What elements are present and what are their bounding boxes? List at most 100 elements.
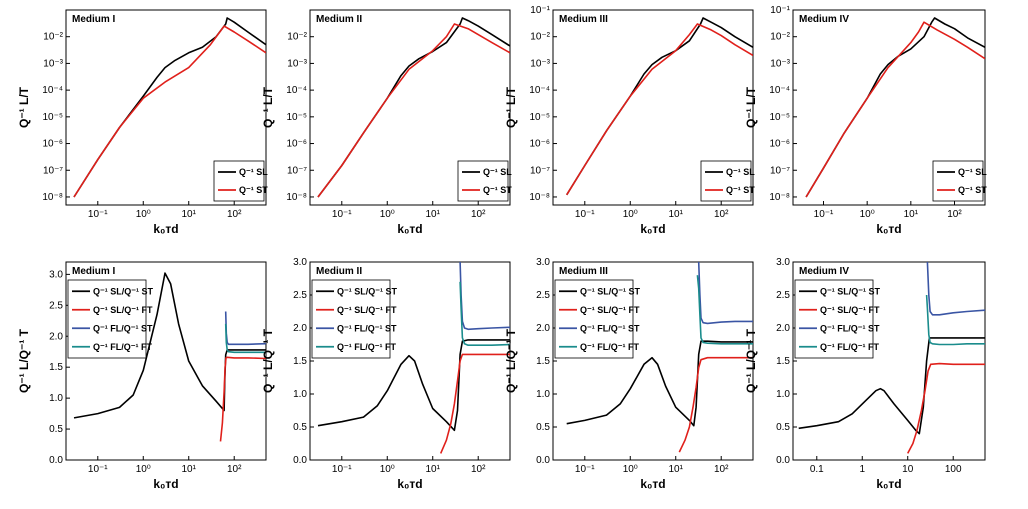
legend-label: Q⁻¹ FL/Q⁻¹ ST bbox=[93, 323, 153, 333]
legend-box bbox=[457, 160, 509, 202]
y-tick-label: 10⁻³ bbox=[43, 58, 63, 69]
x-tick-label: 10⁻¹ bbox=[575, 464, 595, 475]
legend-label: Q⁻¹ FL/Q⁻¹ FT bbox=[820, 342, 879, 352]
x-tick-label: 10¹ bbox=[426, 209, 441, 220]
y-axis-label: Q⁻¹ L/T bbox=[744, 86, 758, 128]
panel-3: 10⁻¹ 10⁰ 10¹ 10² 10⁻⁸ 10⁻⁷ 10⁻⁶ 10⁻⁵ 10⁻⁴ 10⁻³ 10⁻… bbox=[504, 5, 755, 236]
series-line bbox=[805, 21, 985, 198]
legend-box bbox=[213, 160, 265, 202]
legend-label: Q⁻¹ FL/Q⁻¹ FT bbox=[93, 342, 152, 352]
x-tick-label: 10 bbox=[902, 464, 914, 475]
x-tick-label: 10⁰ bbox=[860, 209, 875, 220]
y-tick-label: 2.0 bbox=[49, 331, 63, 342]
legend-label: Q⁻¹ FL/Q⁻¹ ST bbox=[337, 323, 397, 333]
x-tick-label: 10⁰ bbox=[623, 464, 638, 475]
x-tick-label: 0.1 bbox=[810, 464, 824, 475]
y-tick-label: 2.5 bbox=[293, 290, 307, 301]
y-tick-label: 3.0 bbox=[536, 257, 550, 268]
series-line bbox=[696, 275, 753, 345]
x-tick-label: 10² bbox=[471, 464, 486, 475]
series-line bbox=[317, 23, 510, 198]
series-line bbox=[439, 353, 510, 454]
y-tick-label: 10⁻⁶ bbox=[529, 139, 550, 150]
x-tick-label: 10² bbox=[227, 464, 242, 475]
y-tick-label: 10⁻⁷ bbox=[530, 165, 550, 176]
y-tick-label: 3.0 bbox=[776, 257, 790, 268]
series-line bbox=[925, 294, 985, 346]
y-axis-label: Q⁻¹ L/Q⁻¹ T bbox=[744, 328, 758, 393]
panel-7: 10⁻¹ 10⁰ 10¹ 10² 0.0 0.5 1.0 1.5 2.0 2.5 3.0 Medium… bbox=[504, 257, 754, 491]
panel-4: 10⁻¹ 10⁰ 10¹ 10² 10⁻⁸ 10⁻⁷ 10⁻⁶ 10⁻⁵ 10⁻⁴ 10⁻³ 10⁻… bbox=[744, 5, 987, 236]
y-tick-label: 10⁻⁴ bbox=[769, 85, 790, 96]
legend-label: Q⁻¹ SL/Q⁻¹ FT bbox=[580, 305, 640, 315]
x-tick-label: 10² bbox=[471, 209, 486, 220]
legend-box bbox=[700, 160, 752, 202]
y-tick-label: 3.0 bbox=[49, 269, 63, 280]
panel-title: Medium III bbox=[559, 14, 608, 25]
x-axis-label: k₀ᴛd bbox=[640, 477, 665, 491]
series-line bbox=[697, 262, 753, 325]
series-line bbox=[566, 340, 753, 427]
y-tick-label: 2.5 bbox=[536, 290, 550, 301]
x-tick-label: 10¹ bbox=[182, 464, 197, 475]
y-axis-label: Q⁻¹ L/T bbox=[504, 86, 518, 128]
panel-5: 10⁻¹ 10⁰ 10¹ 10² 0.0 0.5 1.0 1.5 2.0 2.5 3.0 Medium… bbox=[17, 261, 267, 491]
y-tick-label: 10⁻⁷ bbox=[43, 165, 63, 176]
y-tick-label: 10⁻⁵ bbox=[769, 112, 790, 123]
panel-title: Medium II bbox=[316, 266, 362, 277]
legend-label: Q⁻¹ FL/Q⁻¹ ST bbox=[580, 323, 640, 333]
panel-title: Medium II bbox=[316, 14, 362, 25]
series-line bbox=[926, 262, 985, 316]
series-line bbox=[317, 339, 510, 432]
legend-label: Q⁻¹ SL bbox=[726, 167, 755, 177]
y-tick-label: 10⁻³ bbox=[770, 58, 790, 69]
panel-title: Medium III bbox=[559, 266, 608, 277]
series-line bbox=[219, 356, 266, 442]
legend-box bbox=[67, 279, 147, 359]
series-line bbox=[224, 311, 266, 346]
x-tick-label: 10² bbox=[227, 209, 242, 220]
plot-frame bbox=[309, 9, 511, 206]
x-axis-label: k₀ᴛd bbox=[876, 477, 901, 491]
y-tick-label: 10⁻⁵ bbox=[529, 112, 550, 123]
y-tick-label: 10⁻⁸ bbox=[42, 192, 63, 203]
y-tick-label: 10⁻² bbox=[770, 32, 790, 43]
x-tick-label: 10⁻¹ bbox=[814, 209, 834, 220]
legend-label: Q⁻¹ SL/Q⁻¹ ST bbox=[820, 286, 881, 296]
series-line bbox=[566, 23, 753, 196]
series-line bbox=[459, 281, 510, 346]
series-line bbox=[73, 25, 266, 198]
y-tick-label: 10⁻⁶ bbox=[769, 139, 790, 150]
x-tick-label: 10¹ bbox=[904, 209, 919, 220]
y-tick-label: 2.0 bbox=[776, 323, 790, 334]
y-tick-label: 0.5 bbox=[49, 424, 63, 435]
y-tick-label: 1.5 bbox=[49, 362, 63, 373]
x-tick-label: 10¹ bbox=[182, 209, 197, 220]
y-tick-label: 10⁻³ bbox=[530, 58, 550, 69]
legend-label: Q⁻¹ SL/Q⁻¹ ST bbox=[580, 286, 641, 296]
x-axis-label: k₀ᴛd bbox=[640, 222, 665, 236]
y-tick-label: 10⁻¹ bbox=[770, 5, 790, 16]
x-tick-label: 10² bbox=[947, 209, 962, 220]
y-tick-label: 0.5 bbox=[536, 422, 550, 433]
y-tick-label: 10⁻³ bbox=[287, 58, 307, 69]
legend-label: Q⁻¹ FL/Q⁻¹ ST bbox=[820, 323, 880, 333]
x-tick-label: 100 bbox=[945, 464, 962, 475]
series-line bbox=[798, 337, 985, 435]
x-axis-label: k₀ᴛd bbox=[397, 477, 422, 491]
x-tick-label: 10⁰ bbox=[136, 209, 151, 220]
y-tick-label: 3.0 bbox=[293, 257, 307, 268]
panel-8: 0.1 1 10 100 0.0 0.5 1.0 1.5 2.0 2.5 3.0 Medium IV k… bbox=[744, 257, 986, 491]
x-tick-label: 10⁰ bbox=[136, 464, 151, 475]
legend-label: Q⁻¹ SL bbox=[239, 167, 268, 177]
y-tick-label: 1.0 bbox=[776, 389, 790, 400]
y-tick-label: 2.0 bbox=[293, 323, 307, 334]
x-axis-label: k₀ᴛd bbox=[876, 222, 901, 236]
y-tick-label: 10⁻⁵ bbox=[286, 112, 307, 123]
x-tick-label: 10⁰ bbox=[623, 209, 638, 220]
series-line bbox=[678, 356, 753, 453]
y-tick-label: 10⁻⁸ bbox=[529, 192, 550, 203]
legend-label: Q⁻¹ ST bbox=[483, 185, 512, 195]
x-tick-label: 10⁻¹ bbox=[332, 209, 352, 220]
